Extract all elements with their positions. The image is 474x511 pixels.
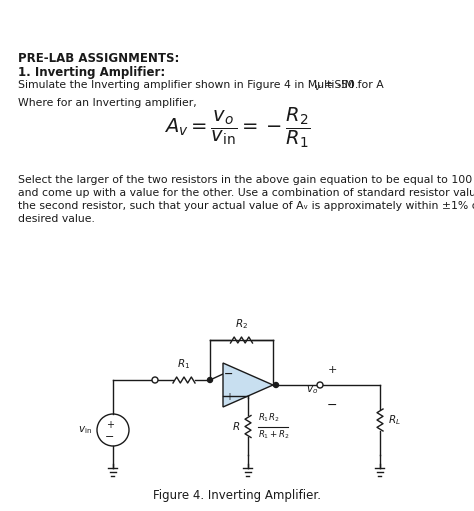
Circle shape <box>97 414 129 446</box>
Text: +: + <box>328 365 337 375</box>
Text: $R_1 + R_2$: $R_1 + R_2$ <box>258 429 290 441</box>
Text: −: − <box>224 369 234 379</box>
Circle shape <box>317 382 323 388</box>
Circle shape <box>152 377 158 383</box>
Text: Where for an Inverting amplifier,: Where for an Inverting amplifier, <box>18 98 197 108</box>
Text: $R$: $R$ <box>232 421 240 432</box>
Text: −: − <box>327 399 337 411</box>
Text: Select the larger of the two resistors in the above gain equation to be equal to: Select the larger of the two resistors i… <box>18 175 474 185</box>
Text: $v_{\rm in}$: $v_{\rm in}$ <box>78 424 92 436</box>
Text: v: v <box>314 83 319 92</box>
Text: and come up with a value for the other. Use a combination of standard resistor v: and come up with a value for the other. … <box>18 188 474 198</box>
Text: Figure 4. Inverting Amplifier.: Figure 4. Inverting Amplifier. <box>153 489 321 501</box>
Text: $v_o$: $v_o$ <box>306 384 318 396</box>
Circle shape <box>273 383 279 387</box>
Text: Simulate the Inverting amplifier shown in Figure 4 in MultiSIM for A: Simulate the Inverting amplifier shown i… <box>18 80 384 90</box>
Polygon shape <box>223 363 273 407</box>
Text: −: − <box>105 432 115 442</box>
Text: the second resistor, such that your actual value of Aᵥ is approximately within ±: the second resistor, such that your actu… <box>18 201 474 211</box>
Text: $R_1$: $R_1$ <box>177 357 191 371</box>
Text: = -50.: = -50. <box>321 80 358 90</box>
Text: +: + <box>225 392 233 402</box>
Text: 1. Inverting Amplifier:: 1. Inverting Amplifier: <box>18 66 165 79</box>
Text: PRE-LAB ASSIGNMENTS:: PRE-LAB ASSIGNMENTS: <box>18 52 179 65</box>
Text: +: + <box>106 420 114 430</box>
Text: desired value.: desired value. <box>18 214 95 224</box>
Circle shape <box>208 378 212 383</box>
Text: $R_1 R_2$: $R_1 R_2$ <box>258 411 279 424</box>
Text: $A_v = \dfrac{v_o}{v_{\mathrm{in}}} = -\dfrac{R_2}{R_1}$: $A_v = \dfrac{v_o}{v_{\mathrm{in}}} = -\… <box>164 106 310 150</box>
Text: $R_L$: $R_L$ <box>388 413 401 427</box>
Text: $R_2$: $R_2$ <box>235 317 248 331</box>
